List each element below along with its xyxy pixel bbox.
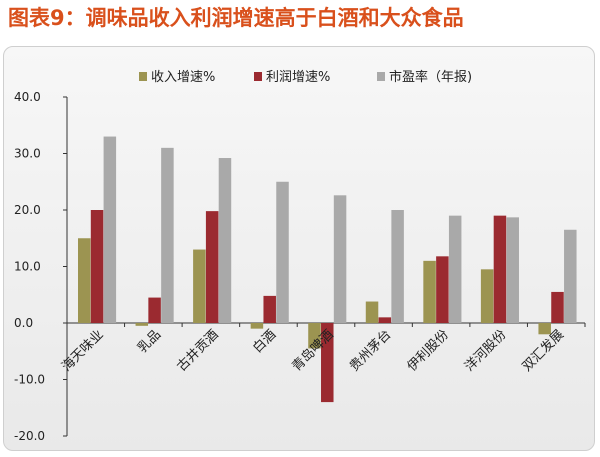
y-tick-label: -20.0 [14, 429, 45, 443]
y-tick-label: 30.0 [14, 147, 41, 161]
bar-2-3 [205, 211, 219, 323]
bar-1-9 [538, 323, 551, 335]
bar-2-5 [321, 323, 334, 403]
bar-1-8 [480, 269, 494, 323]
bar-3-8 [506, 217, 519, 323]
category-label: 乳品 [135, 327, 164, 356]
bar-1-1 [78, 238, 91, 323]
bar-3-9 [564, 229, 577, 323]
bar-2-9 [551, 291, 564, 323]
category-label: 贵州茅台 [347, 327, 394, 374]
bar-3-1 [103, 136, 117, 323]
category-label: 海天味业 [59, 327, 106, 374]
bar-1-7 [423, 260, 436, 323]
y-tick-label: 20.0 [14, 203, 41, 217]
bar-2-2 [148, 297, 161, 323]
category-label: 古井贡酒 [174, 327, 221, 374]
bar-1-5 [308, 323, 321, 349]
bar-3-2 [161, 147, 174, 323]
bar-3-4 [276, 181, 289, 323]
legend-swatch-2 [254, 72, 262, 81]
y-tick-label: 40.0 [14, 90, 41, 104]
y-tick-label: 0.0 [14, 316, 33, 330]
legend-swatch-3 [377, 72, 385, 81]
bar-1-3 [193, 249, 206, 323]
bar-1-6 [365, 301, 379, 323]
category-label: 洋河股份 [462, 327, 509, 374]
category-label: 伊利股份 [405, 327, 452, 374]
bar-3-6 [391, 210, 404, 323]
bar-2-1 [90, 210, 104, 323]
bar-2-4 [263, 295, 276, 323]
y-tick-label: 10.0 [14, 260, 41, 274]
bar-2-8 [493, 215, 507, 323]
bar-1-4 [250, 323, 264, 329]
legend-label-1: 收入增速% [151, 70, 215, 85]
y-tick-label: -10.0 [14, 373, 45, 387]
chart-title: 图表9：调味品收入利润增速高于白酒和大众食品 [8, 6, 464, 30]
legend-swatch-1 [139, 72, 147, 81]
bar-3-7 [448, 215, 462, 323]
bar-3-5 [333, 195, 347, 323]
bar-3-3 [218, 158, 232, 323]
bar-2-6 [378, 317, 392, 323]
legend-label-2: 利润增速% [266, 70, 330, 85]
legend-label-3: 市盈率（年报) [389, 69, 472, 85]
bar-1-2 [135, 323, 149, 326]
bar-2-7 [436, 256, 449, 323]
category-label: 白酒 [250, 327, 280, 357]
